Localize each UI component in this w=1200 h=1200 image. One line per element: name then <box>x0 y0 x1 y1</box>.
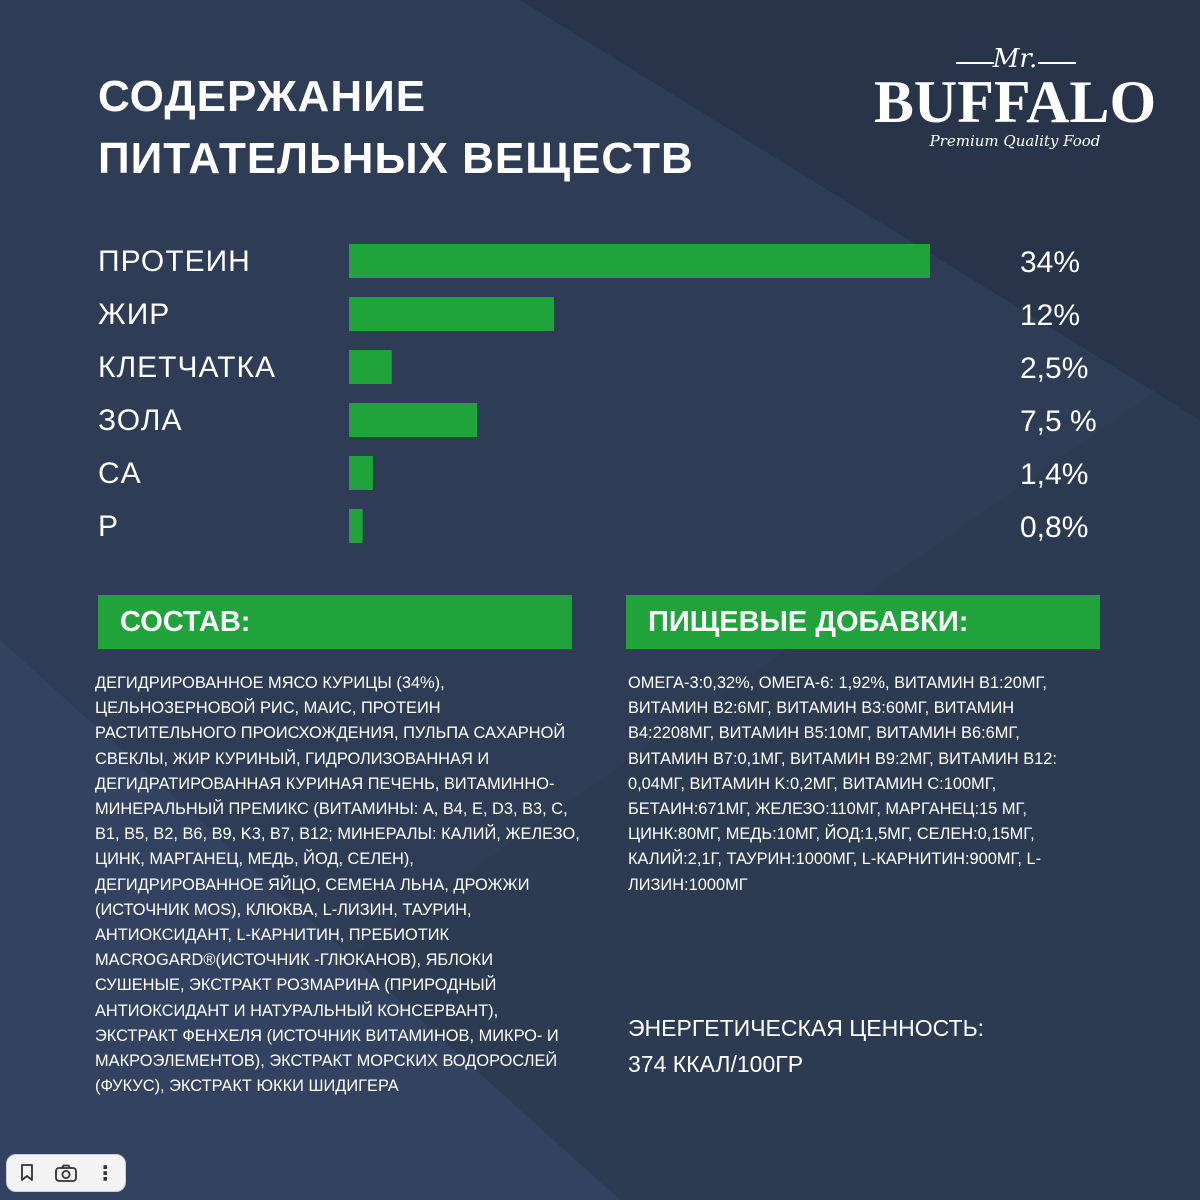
bar-value-label: 0,8% <box>1020 511 1088 544</box>
more-options-button[interactable]: ⋮ <box>90 1158 120 1188</box>
composition-header: СОСТАВ: <box>98 595 572 649</box>
composition-text: Дегидрированное мясо курицы (34%), цельн… <box>95 674 580 1096</box>
bar <box>349 244 930 278</box>
logo-rule-right <box>1038 62 1076 64</box>
bar-value-label: 34% <box>1020 246 1080 279</box>
energy-label: ЭНЕРГЕТИЧЕСКАЯ ЦЕННОСТЬ: <box>628 1015 985 1041</box>
bar-category-label: ПРОТЕИН <box>98 245 251 278</box>
bar <box>349 403 478 437</box>
energy-value: 374 ККАЛ/100ГР <box>628 1051 804 1077</box>
bar-category-label: P <box>98 510 119 543</box>
bar-value-label: 7,5 % <box>1020 405 1097 438</box>
bar-category-label: ЖИР <box>98 298 170 331</box>
background-dark-wedge <box>520 0 1200 420</box>
more-vertical-icon: ⋮ <box>95 1161 116 1185</box>
additives-header: ПИЩЕВЫЕ ДОБАВКИ: <box>626 595 1100 649</box>
camera-icon <box>55 1164 77 1182</box>
bookmark-button[interactable] <box>12 1158 42 1188</box>
bar <box>349 509 363 543</box>
bar-value-label: 1,4% <box>1020 458 1088 491</box>
bar <box>349 456 373 490</box>
bar <box>349 350 392 384</box>
brand-logo: Mr. BUFFALO Premium Quality Food <box>870 44 1160 164</box>
logo-mr-text: Mr. <box>992 44 1038 74</box>
page-title-line-2: ПИТАТЕЛЬНЫХ ВЕЩЕСТВ <box>98 134 694 183</box>
page-title-line-1: СОДЕРЖАНИЕ <box>98 72 427 121</box>
bar-value-label: 12% <box>1020 299 1080 332</box>
bar-category-label: КЛЕТЧАТКА <box>98 351 276 384</box>
logo-tagline: Premium Quality Food <box>929 132 1101 150</box>
logo-brand-name: BUFFALO <box>873 69 1157 135</box>
screenshot-button[interactable] <box>51 1158 81 1188</box>
energy-value-block: ЭНЕРГЕТИЧЕСКАЯ ЦЕННОСТЬ: 374 ККАЛ/100ГР <box>628 1010 984 1082</box>
bar-value-label: 2,5% <box>1020 352 1088 385</box>
bar-category-label: ЗОЛА <box>98 404 182 437</box>
bar <box>349 297 555 331</box>
bar-category-label: CA <box>98 457 142 490</box>
background-light-wedge <box>0 640 620 1200</box>
image-toolbar: ⋮ <box>6 1154 126 1192</box>
logo-rule-left <box>956 62 994 64</box>
bookmark-icon <box>20 1164 33 1181</box>
additives-text: Омега-3:0,32%, Омега-6: 1,92%, витамин B… <box>628 674 1057 894</box>
